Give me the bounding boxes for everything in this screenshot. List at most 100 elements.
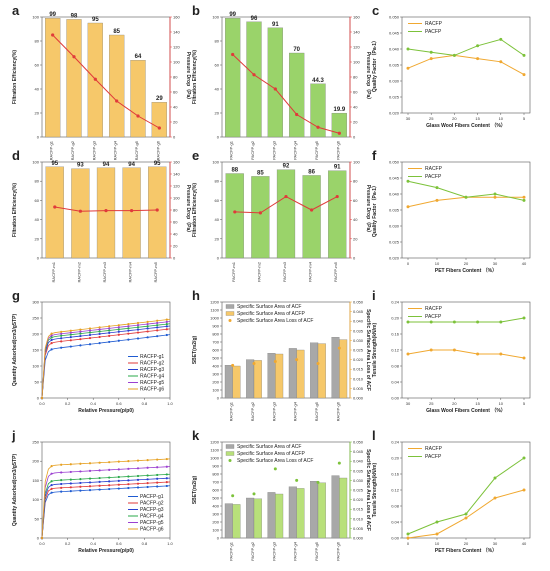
- series-point-pacfp: [452, 53, 456, 57]
- series-point-racfp: [476, 352, 480, 356]
- isotherm-marker: [98, 488, 101, 491]
- y2-tick-label: 0.005: [353, 386, 364, 391]
- bar: [224, 503, 233, 539]
- x-tick-label: 40: [522, 261, 527, 266]
- isotherm-marker: [146, 485, 149, 489]
- y-tick-label: 700: [212, 340, 219, 345]
- x-tick-label: 0.8: [142, 541, 148, 546]
- isotherm-marker: [156, 481, 159, 484]
- y2-tick-label: 0.000: [353, 536, 364, 541]
- x-tick-label: 15: [475, 116, 480, 121]
- legend-label: PACFP-g6: [140, 527, 164, 533]
- bar-data-label: 70: [293, 47, 300, 53]
- isotherm-marker: [108, 461, 111, 464]
- isotherm-marker: [156, 324, 159, 327]
- y2-tick-label: 40: [353, 105, 358, 110]
- isotherm-marker: [98, 328, 101, 331]
- bar: [331, 337, 340, 399]
- series-point-racfp: [522, 195, 526, 199]
- isotherm-marker: [127, 475, 130, 478]
- isotherm-marker: [165, 318, 168, 321]
- series-point-racfp: [435, 198, 439, 202]
- x-tick-label: PACFP-g1: [229, 541, 234, 561]
- y2-tick-label: 80: [353, 179, 358, 184]
- y-tick-label: 500: [212, 496, 219, 501]
- isotherm-marker: [136, 478, 140, 481]
- x-tick-label: 0.4: [90, 401, 96, 406]
- bar: [302, 175, 321, 259]
- bar: [96, 167, 116, 259]
- bar-data-label: 91: [272, 22, 279, 28]
- bar: [296, 349, 305, 399]
- isotherm-marker: [146, 466, 149, 469]
- isotherm-marker: [50, 464, 53, 468]
- isotherm-marker: [146, 322, 149, 326]
- isotherm-marker: [146, 320, 149, 323]
- y2-tick-label: 0.000: [353, 396, 364, 401]
- isotherm-marker: [146, 330, 149, 333]
- isotherm-marker: [127, 486, 130, 490]
- y2-tick-label: 0.045: [353, 449, 364, 454]
- legend-label: Specific Surface Area of ACFP: [237, 311, 305, 317]
- isotherm-marker: [108, 331, 111, 334]
- isotherm-marker: [117, 475, 120, 479]
- y2-tick-label: 20: [353, 236, 358, 241]
- pressure-drop-point: [295, 112, 299, 117]
- y-tick-label: 0.00: [391, 396, 400, 401]
- bar-data-label: 99: [49, 12, 56, 18]
- legend-label: Specific Surface Area of ACFP: [237, 451, 305, 457]
- y-tick-label: 60: [35, 198, 40, 203]
- y-tick-label: 0.025: [389, 95, 400, 100]
- bar: [288, 348, 297, 399]
- y2-tick-label: 0.010: [353, 376, 364, 381]
- y-tick-label: 40: [35, 87, 40, 92]
- bar: [276, 169, 296, 259]
- pressure-drop-point: [316, 125, 320, 129]
- series-point-pacfp: [522, 198, 526, 202]
- y-tick-label: 40: [215, 87, 220, 92]
- x-tick-label: 0.8: [142, 401, 148, 406]
- y-tick-label: 0: [37, 256, 40, 261]
- isotherm-marker: [69, 490, 72, 493]
- bar: [148, 166, 167, 259]
- pressure-drop-point: [53, 205, 57, 209]
- y-tick-label: 0.045: [389, 176, 400, 181]
- x-tick-label: RACFP-g5: [314, 401, 319, 421]
- isotherm-marker: [98, 480, 101, 483]
- series-point-racfp: [522, 488, 526, 492]
- isotherm-marker: [79, 470, 82, 473]
- loss-point: [295, 358, 299, 362]
- isotherm-marker: [79, 462, 82, 465]
- isotherm-marker: [127, 329, 130, 332]
- y2-tick-label: 140: [353, 30, 360, 35]
- y-tick-label: 150: [32, 478, 39, 483]
- x-tick-label: 30: [406, 116, 411, 121]
- y-tick-label: 500: [212, 356, 219, 361]
- isotherm-marker: [88, 327, 92, 330]
- series-point-racfp: [522, 73, 526, 77]
- isotherm-marker: [156, 473, 159, 477]
- y-tick-label: 0.050: [389, 160, 400, 165]
- bar: [289, 52, 305, 138]
- y2-tick-label: 0.050: [353, 300, 364, 305]
- x-tick-label: RACFP-m3: [102, 261, 107, 282]
- y-tick-label: 80: [35, 39, 40, 44]
- isotherm-marker: [88, 343, 92, 346]
- y-axis-label: Quality Factor（Pa-1）: [372, 183, 378, 237]
- x-tick-label: 10: [435, 541, 440, 546]
- isotherm-marker: [117, 333, 120, 336]
- y2-axis-label: Pressure Drop（Pa）: [185, 185, 191, 236]
- x-tick-label: PACFP-m2: [256, 261, 261, 282]
- isotherm-marker: [165, 323, 168, 326]
- y2-tick-label: 100: [353, 160, 360, 165]
- legend-swatch: [228, 459, 232, 462]
- y-tick-label: 0.20: [391, 456, 400, 461]
- panel-d: d 0 20 40 60 80 100 Filtration Efficiency(%) 0 20…: [12, 148, 191, 282]
- legend-label: Specific Surface Area Loss of ACF: [237, 458, 313, 464]
- isotherm-marker: [79, 332, 82, 335]
- pressure-drop-point: [337, 131, 341, 135]
- x-tick-label: 40: [522, 541, 527, 546]
- pressure-drop-point: [155, 208, 159, 212]
- x-tick-label: RACFP-g4: [293, 401, 298, 421]
